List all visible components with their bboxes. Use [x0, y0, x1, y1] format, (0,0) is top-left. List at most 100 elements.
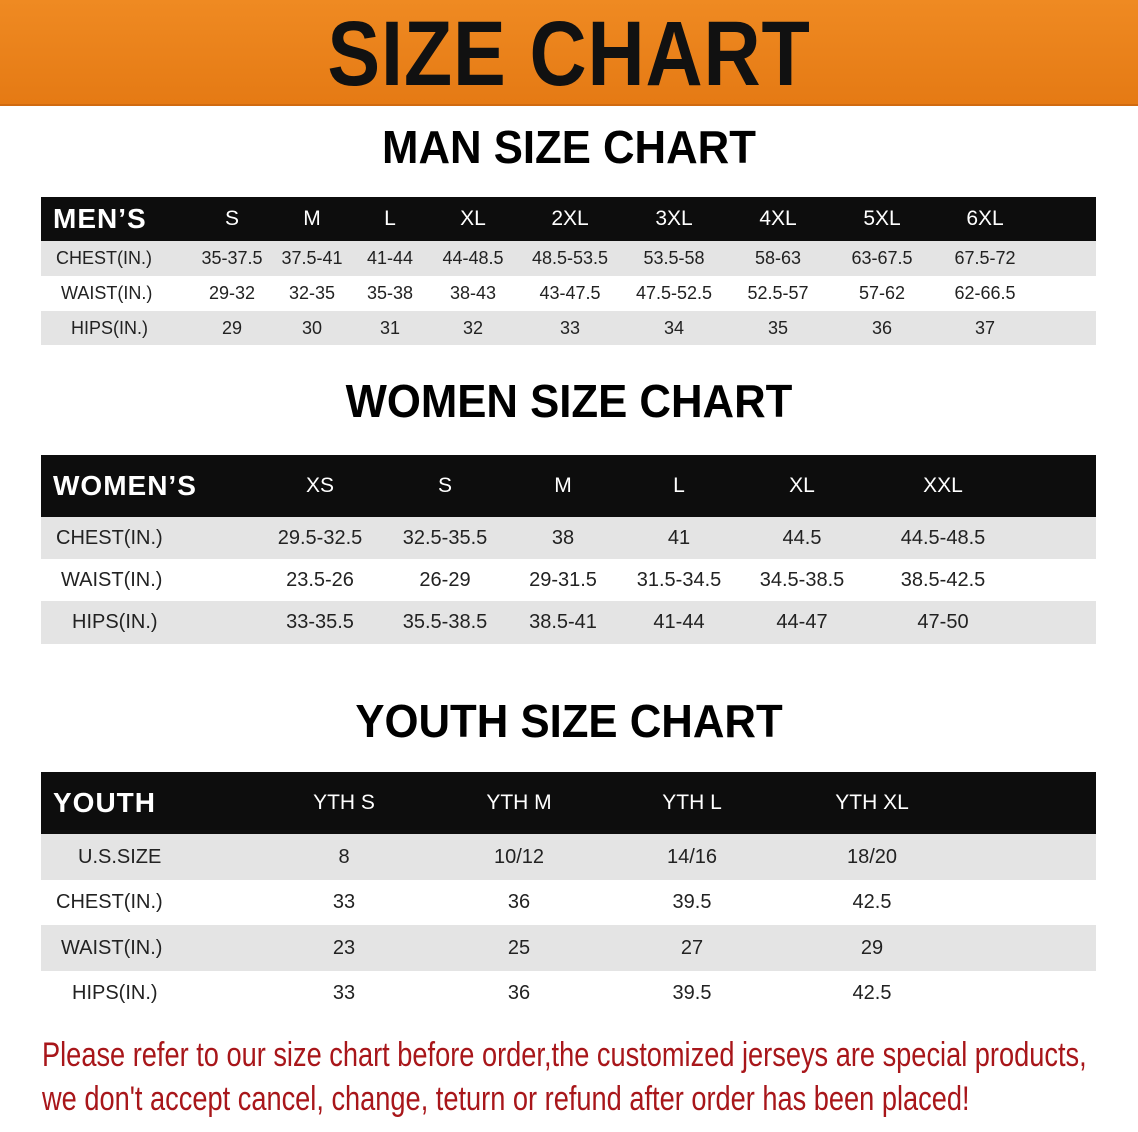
table-cell: 29.5-32.5: [277, 526, 363, 549]
notice-line-1: Please refer to our size chart before or…: [42, 1036, 1087, 1074]
table-cell: 35-37.5: [201, 248, 263, 268]
table-cell: 41-44: [653, 611, 705, 633]
table-row: HIPS(IN.) 33-35.5 35.5-38.5 38.5-41 41-44 44-…: [41, 601, 1096, 644]
table-cell: 38-43: [449, 283, 497, 303]
table-cell: 39.5: [672, 891, 712, 913]
table-cell: 67.5-72: [954, 248, 1016, 268]
row-label: HIPS(IN.): [71, 317, 149, 338]
row-label: U.S.SIZE: [78, 845, 162, 868]
table-cell: 33: [332, 891, 356, 913]
row-label: CHEST(IN.): [56, 248, 152, 268]
table-cell: 52.5-57: [747, 283, 809, 303]
size-header-s: S: [224, 207, 239, 230]
table-cell: 32.5-35.5: [402, 526, 488, 549]
table-row: HIPS(IN.) 29 30 31 32 33 34 35 36 37: [41, 311, 1096, 345]
table-cell: 23: [332, 936, 356, 959]
size-header-yth-m: YTH M: [486, 791, 552, 814]
size-header-yth-xl: YTH XL: [835, 791, 909, 814]
table-cell: 33: [332, 982, 356, 1004]
table-cell: 48.5-53.5: [531, 248, 609, 268]
table-cell: 29-31.5: [529, 568, 597, 591]
table-cell: 36: [507, 982, 531, 1004]
table-row: WAIST(IN.) 23 25 27 29: [41, 925, 1096, 971]
table-cell: 29: [221, 317, 243, 338]
table-cell: 58-63: [754, 248, 802, 268]
table-cell: 57-62: [858, 283, 906, 303]
row-label: CHEST(IN.): [56, 526, 163, 549]
table-cell: 38.5-41: [529, 611, 597, 633]
size-header-6xl: 6XL: [966, 207, 1004, 230]
men-header-row: MEN’S S M L XL 2XL 3XL 4XL 5XL 6XL: [41, 197, 1096, 241]
table-row: U.S.SIZE 8 10/12 14/16 18/20: [41, 834, 1096, 880]
size-header-l: L: [673, 474, 685, 497]
table-row: CHEST(IN.) 33 36 39.5 42.5: [41, 880, 1096, 925]
table-cell: 33-35.5: [286, 611, 354, 633]
table-cell: 14/16: [666, 845, 718, 868]
youth-header-label: YOUTH: [53, 787, 156, 818]
table-cell: 26-29: [419, 568, 471, 591]
table-cell: 62-66.5: [954, 283, 1016, 303]
table-cell: 34: [663, 317, 685, 338]
table-cell: 63-67.5: [851, 248, 913, 268]
table-cell: 41-44: [366, 248, 414, 268]
table-cell: 33: [559, 317, 581, 338]
table-row: HIPS(IN.) 33 36 39.5 42.5: [41, 971, 1096, 1016]
table-row: CHEST(IN.) 35-37.5 37.5-41 41-44 44-48.5 48.5…: [41, 241, 1096, 276]
size-header-m: M: [303, 207, 321, 230]
table-cell: 35-38: [366, 283, 414, 303]
table-cell: 34.5-38.5: [759, 568, 845, 591]
table-cell: 23.5-26: [286, 568, 354, 591]
size-header-xs: XS: [305, 474, 334, 497]
table-cell: 10/12: [493, 845, 545, 868]
table-cell: 29: [860, 936, 884, 959]
table-cell: 41: [667, 526, 691, 549]
table-cell: 39.5: [672, 982, 712, 1004]
size-header-yth-l: YTH L: [662, 791, 722, 814]
youth-header-row: YOUTH YTH S YTH M YTH L YTH XL: [41, 772, 1096, 834]
table-cell: 31.5-34.5: [636, 568, 722, 591]
row-label: WAIST(IN.): [61, 283, 153, 303]
table-cell: 35.5-38.5: [402, 611, 488, 633]
size-header-yth-s: YTH S: [313, 791, 375, 814]
youth-section-title: YOUTH SIZE CHART: [355, 695, 783, 747]
size-header-xxl: XXL: [923, 474, 963, 497]
notice-line-2: we don't accept cancel, change, teturn o…: [42, 1080, 970, 1118]
table-row: CHEST(IN.) 29.5-32.5 32.5-35.5 38 41 44.5 44.5…: [41, 517, 1096, 559]
table-cell: 30: [301, 317, 323, 338]
table-cell: 42.5: [852, 982, 892, 1004]
table-cell: 25: [507, 936, 531, 959]
table-cell: 44-47: [776, 611, 828, 633]
table-cell: 43-47.5: [539, 283, 601, 303]
table-cell: 35: [767, 317, 789, 338]
row-label: HIPS(IN.): [72, 982, 158, 1004]
table-cell: 31: [379, 317, 401, 338]
table-cell: 44.5: [782, 526, 822, 549]
women-header-label: WOMEN’S: [53, 470, 197, 501]
size-header-m: M: [554, 474, 572, 497]
size-header-xl: XL: [789, 474, 815, 497]
table-cell: 29-32: [208, 283, 256, 303]
size-header-s: S: [437, 474, 452, 497]
table-cell: 47-50: [917, 611, 969, 633]
table-cell: 32-35: [288, 283, 336, 303]
table-cell: 44.5-48.5: [900, 526, 986, 549]
banner-title: SIZE CHART: [327, 3, 811, 105]
table-cell: 42.5: [852, 891, 892, 913]
row-label: HIPS(IN.): [72, 611, 158, 633]
table-cell: 44-48.5: [442, 248, 504, 268]
size-header-2xl: 2XL: [551, 207, 589, 230]
women-section-title: WOMEN SIZE CHART: [345, 375, 793, 427]
size-header-4xl: 4XL: [759, 207, 797, 230]
table-cell: 38.5-42.5: [900, 568, 986, 591]
size-header-5xl: 5XL: [863, 207, 901, 230]
table-cell: 37.5-41: [281, 248, 343, 268]
table-cell: 38: [551, 526, 575, 549]
table-cell: 27: [680, 936, 704, 959]
table-cell: 18/20: [846, 845, 898, 868]
men-header-label: MEN’S: [53, 203, 147, 234]
table-row: WAIST(IN.) 29-32 32-35 35-38 38-43 43-47.5 47.…: [41, 276, 1096, 311]
row-label: WAIST(IN.): [61, 568, 163, 591]
women-header-row: WOMEN’S XS S M L XL XXL: [41, 455, 1096, 517]
banner: SIZE CHART: [0, 0, 1138, 106]
table-cell: 8: [338, 845, 350, 868]
